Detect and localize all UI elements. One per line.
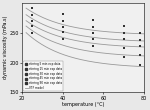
Y-axis label: dynamic viscosity (mPa.s): dynamic viscosity (mPa.s) — [3, 16, 8, 79]
X-axis label: temperature (°C): temperature (°C) — [62, 102, 104, 107]
Legend: stirring 5 min exp data, stirring 15 min exp data, stirring 30 min exp data, sti: stirring 5 min exp data, stirring 15 min… — [23, 61, 63, 91]
